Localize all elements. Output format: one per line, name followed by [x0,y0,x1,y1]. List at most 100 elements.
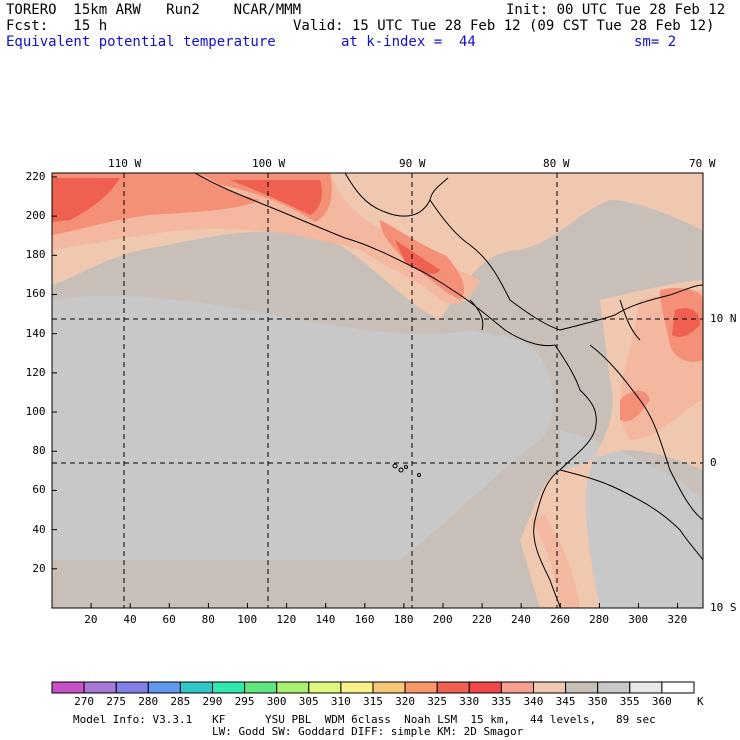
y-tick-label: 80 [32,444,46,458]
lon-label-100w: 100 W [252,157,286,170]
x-tick-label: 140 [315,613,336,626]
field-name: Equivalent potential temperature [6,34,276,50]
y-tick-label: 200 [25,209,46,223]
lat-label-10s: 10 S [710,601,737,614]
physics-info-line: LW: Godd SW: Goddard DIFF: simple KM: 2D… [212,725,524,738]
x-tick-label: 160 [354,613,375,626]
x-tick-label: 260 [550,613,570,626]
colorbar-label: 300 [266,695,287,708]
galapagos-island-2 [398,467,404,473]
x-tick-label: 120 [276,613,297,626]
colorbar-box [212,681,246,694]
colorbar-box [340,681,374,694]
field-shading [52,173,703,608]
header-title-line: TORERO 15km ARW Run2 NCAR/MMM [6,2,302,18]
colorbar-box [115,681,149,694]
x-tick-label: 60 [162,613,176,626]
coastlines [194,173,703,608]
smoothing-label: sm= 2 [634,34,677,50]
lon-label-80w: 80 W [543,157,570,170]
colorbar-box [629,681,663,694]
lat-label-10n: 10 N [710,312,737,325]
colorbar-box [244,681,278,694]
y-tick-label: 220 [25,169,46,183]
x-tick-label: 40 [123,613,137,626]
border-venezuela [619,299,641,341]
band-335-colombia [620,390,650,422]
cool-field-patch [52,296,554,560]
coastline-south-america-west [533,344,597,608]
band-330-venezuela [672,308,700,337]
colorbar-box [51,681,85,694]
x-tick-label: 20 [84,613,98,626]
x-tick-label: 100 [237,613,258,626]
colorbar-box [308,681,342,694]
cool-field-patch-south [560,430,703,608]
coastline-caribbean [429,199,561,331]
colorbar-unit: K [697,695,704,708]
coastline-pacific-central-america [194,173,556,347]
y-tick-label: 40 [32,522,46,536]
colorbar-box [597,681,631,694]
border-peru [559,469,703,561]
colorbar-label: 275 [106,695,127,708]
y-tick-label: 20 [32,561,46,575]
x-tick-label: 280 [589,613,610,626]
coastline-gulf [344,173,449,217]
colorbar-label: 320 [395,695,415,708]
colorbar-box [372,681,406,694]
lat-label-0: 0 [710,456,717,469]
colorbar-label: 325 [427,695,448,708]
colorbar-box [276,681,310,694]
colorbar-boxes [51,681,695,694]
colorbar-label: 295 [234,695,255,708]
colorbar-label: 330 [459,695,480,708]
colorbar-box [147,681,181,694]
x-tick-label: 320 [667,613,688,626]
header-forecast-hour: Fcst: 15 h [6,18,108,34]
colorbar-label: 345 [555,695,576,708]
model-info-line: Model Info: V3.3.1 KF YSU PBL WDM 6class… [73,713,656,726]
colorbar-box [468,681,502,694]
colorbar-label: 340 [523,695,544,708]
lake-nicaragua [469,299,484,331]
colorbar-box [83,681,117,694]
x-tick-label: 200 [432,613,453,626]
colorbar-label: 305 [298,695,319,708]
x-tick-label: 80 [201,613,215,626]
colorbar-label: 350 [587,695,608,708]
colorbar-label: 315 [363,695,383,708]
band-330-mexico [230,180,322,215]
colorbar-label: 280 [138,695,159,708]
map-frame [51,172,704,609]
colorbar-box [436,681,470,694]
band-340-south [530,515,580,608]
y-tick-label: 180 [25,248,46,262]
galapagos-island-4 [417,473,421,477]
colorbar-label: 290 [202,695,223,708]
colorbar-label: 310 [330,695,351,708]
galapagos-island-3 [404,465,408,469]
colorbar-box [565,681,599,694]
coastline-south-america-north [559,284,703,331]
grid-tick-marks [52,176,679,608]
x-tick-label: 300 [628,613,649,626]
lon-label-110w: 110 W [108,157,142,170]
y-tick-label: 60 [32,483,46,497]
x-tick-label: 240 [510,613,531,626]
x-tick-label: 220 [471,613,492,626]
colorbar-label: 355 [619,695,640,708]
band-330-central [395,240,440,274]
border-colombia [589,344,703,521]
galapagos-island-1 [392,463,398,469]
y-tick-label: 100 [25,405,46,419]
colorbar-box [661,681,695,694]
lon-label-70w: 70 W [689,157,716,170]
colorbar-box [533,681,567,694]
colorbar-box [179,681,213,694]
colorbar-box [500,681,534,694]
header-valid-time: Valid: 15 UTC Tue 28 Feb 12 (09 CST Tue … [293,18,715,34]
x-tick-label: 180 [393,613,414,626]
